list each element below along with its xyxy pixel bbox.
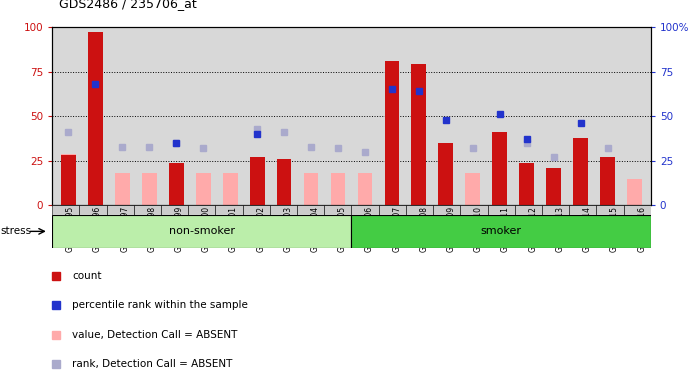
Bar: [546, 173, 561, 205]
Text: GSM101114: GSM101114: [583, 206, 592, 252]
Bar: [134, 205, 161, 215]
Text: GSM101102: GSM101102: [256, 206, 265, 252]
Text: GSM101115: GSM101115: [610, 206, 619, 252]
Bar: [276, 159, 292, 205]
Bar: [250, 157, 264, 205]
Bar: [487, 205, 515, 215]
Text: GSM101111: GSM101111: [501, 206, 510, 252]
Bar: [379, 205, 406, 215]
Bar: [106, 205, 134, 215]
Bar: [351, 205, 379, 215]
Bar: [596, 205, 624, 215]
Bar: [142, 173, 157, 205]
Bar: [52, 205, 79, 215]
Text: GSM101096: GSM101096: [93, 206, 102, 252]
Bar: [600, 157, 615, 205]
Bar: [169, 162, 184, 205]
Text: GSM101103: GSM101103: [283, 206, 292, 252]
Bar: [433, 205, 460, 215]
Bar: [627, 179, 642, 205]
Bar: [216, 205, 243, 215]
Text: count: count: [72, 271, 102, 281]
Bar: [188, 205, 216, 215]
Bar: [466, 173, 480, 205]
Bar: [161, 205, 188, 215]
Text: GDS2486 / 235706_at: GDS2486 / 235706_at: [59, 0, 197, 10]
Text: GSM101106: GSM101106: [365, 206, 374, 252]
Text: GSM101108: GSM101108: [420, 206, 429, 252]
Text: GSM101098: GSM101098: [148, 206, 157, 252]
Text: GSM101105: GSM101105: [338, 206, 347, 252]
Bar: [384, 61, 400, 205]
Bar: [331, 173, 345, 205]
Text: GSM101109: GSM101109: [447, 206, 456, 252]
Bar: [88, 32, 103, 205]
Bar: [542, 205, 569, 215]
Bar: [61, 156, 76, 205]
Text: GSM101100: GSM101100: [202, 206, 211, 252]
Text: value, Detection Call = ABSENT: value, Detection Call = ABSENT: [72, 330, 238, 340]
Bar: [297, 205, 324, 215]
Text: GSM101112: GSM101112: [528, 206, 537, 252]
Text: non-smoker: non-smoker: [169, 226, 235, 237]
Text: GSM101095: GSM101095: [66, 206, 74, 252]
Text: GSM101099: GSM101099: [175, 206, 184, 252]
Bar: [196, 173, 211, 205]
Bar: [52, 215, 351, 248]
Bar: [406, 205, 433, 215]
Bar: [519, 162, 534, 205]
Bar: [79, 205, 106, 215]
Bar: [546, 168, 561, 205]
Bar: [358, 173, 372, 205]
Bar: [515, 205, 542, 215]
Text: stress: stress: [1, 226, 32, 237]
Bar: [324, 205, 351, 215]
Bar: [115, 173, 129, 205]
Text: GSM101101: GSM101101: [229, 206, 238, 252]
Bar: [438, 143, 453, 205]
Bar: [351, 215, 651, 248]
Bar: [270, 205, 297, 215]
Bar: [600, 173, 615, 205]
Bar: [223, 173, 237, 205]
Text: percentile rank within the sample: percentile rank within the sample: [72, 300, 248, 310]
Bar: [460, 205, 487, 215]
Bar: [61, 154, 76, 205]
Text: rank, Detection Call = ABSENT: rank, Detection Call = ABSENT: [72, 359, 233, 369]
Text: GSM101097: GSM101097: [120, 206, 129, 252]
Bar: [243, 205, 270, 215]
Text: GSM101104: GSM101104: [310, 206, 319, 252]
Text: smoker: smoker: [481, 226, 521, 237]
Bar: [569, 205, 596, 215]
Text: GSM101107: GSM101107: [393, 206, 402, 252]
Bar: [303, 173, 319, 205]
Text: GSM101116: GSM101116: [637, 206, 646, 252]
Bar: [574, 137, 588, 205]
Bar: [492, 132, 507, 205]
Bar: [411, 65, 426, 205]
Bar: [624, 205, 651, 215]
Text: GSM101110: GSM101110: [474, 206, 483, 252]
Text: GSM101113: GSM101113: [555, 206, 564, 252]
